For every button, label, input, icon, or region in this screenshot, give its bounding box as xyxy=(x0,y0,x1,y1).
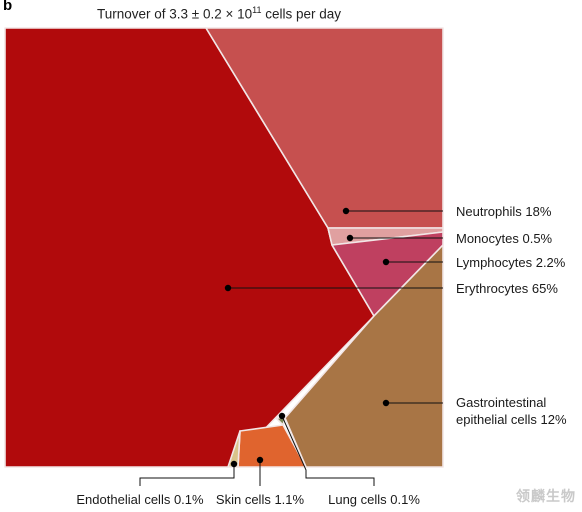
title-prefix: Turnover of 3.3 ± 0.2 × 10 xyxy=(97,6,253,22)
marker-lymphocytes xyxy=(382,258,390,266)
label-endothelial-cells: Endothelial cells 0.1% xyxy=(76,492,204,507)
leader-endothelial-cells xyxy=(139,464,235,486)
leader-lung-cells xyxy=(281,415,375,486)
label-neutrophils: Neutrophils 18% xyxy=(456,204,552,219)
label-lung-cells: Lung cells 0.1% xyxy=(328,492,420,507)
label-skin-cells: Skin cells 1.1% xyxy=(216,492,305,507)
cell-gastrointestinal-epithelial-cells xyxy=(284,244,444,468)
panel-letter: b xyxy=(3,0,13,14)
marker-gastrointestinal-epithelial-cells xyxy=(382,399,390,407)
chart-title: Turnover of 3.3 ± 0.2 × 1011 cells per d… xyxy=(97,5,341,22)
title-exponent: 11 xyxy=(252,5,262,15)
marker-lung-cells xyxy=(278,412,286,420)
marker-erythrocytes xyxy=(224,284,232,292)
marker-neutrophils xyxy=(342,207,350,215)
label-monocytes: Monocytes 0.5% xyxy=(456,231,553,246)
label-lymphocytes: Lymphocytes 2.2% xyxy=(456,255,566,270)
marker-monocytes xyxy=(346,234,354,242)
marker-endothelial-cells xyxy=(230,460,238,468)
label-erythrocytes: Erythrocytes 65% xyxy=(456,281,558,296)
label-gastrointestinal-epithelial-cells-line-2: epithelial cells 12% xyxy=(456,412,567,427)
title-suffix: cells per day xyxy=(261,6,342,22)
watermark-logo: 领麟生物 xyxy=(516,488,576,504)
label-gastrointestinal-epithelial-cells-line-1: Gastrointestinal xyxy=(456,395,546,410)
marker-skin-cells xyxy=(256,456,264,464)
